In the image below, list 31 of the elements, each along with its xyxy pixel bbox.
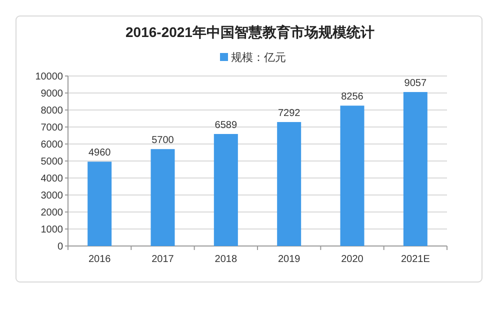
y-tick-label: 1000: [40, 224, 64, 236]
data-label: 7292: [278, 108, 301, 120]
y-tick-label: 4000: [40, 174, 64, 184]
data-label: 8256: [341, 92, 364, 103]
x-tick-label: 2016: [88, 254, 112, 265]
bar: [403, 92, 428, 246]
y-tick-label: 2000: [40, 208, 64, 218]
bar: [150, 149, 175, 246]
bar: [340, 106, 364, 246]
data-label: 6589: [214, 120, 238, 131]
x-tick-label: 2017: [152, 254, 174, 265]
data-label: 9057: [404, 78, 427, 90]
y-tick-label: 8000: [40, 106, 64, 116]
x-tick-label: 2021E: [400, 254, 430, 265]
data-label: 4960: [88, 148, 112, 159]
y-tick-label: 7000: [40, 122, 64, 134]
y-tick-label: 9000: [40, 88, 64, 100]
y-tick-label: 10000: [35, 72, 64, 82]
x-tick-label: 2020: [341, 254, 364, 265]
bar: [88, 162, 112, 246]
bar: [214, 134, 238, 246]
y-tick-label: 3000: [40, 190, 64, 202]
x-tick-label: 2018: [214, 254, 238, 265]
data-label: 5700: [152, 135, 174, 146]
chart-title: 2016-2021年中国智慧教育市场规模统计: [126, 24, 374, 40]
y-tick-label: 0: [57, 242, 64, 252]
y-tick-label: 6000: [40, 140, 64, 150]
x-tick-label: 2019: [278, 254, 301, 265]
legend-label: 规模：亿元: [231, 52, 286, 64]
bar: [277, 122, 302, 246]
y-tick-label: 5000: [40, 156, 64, 168]
